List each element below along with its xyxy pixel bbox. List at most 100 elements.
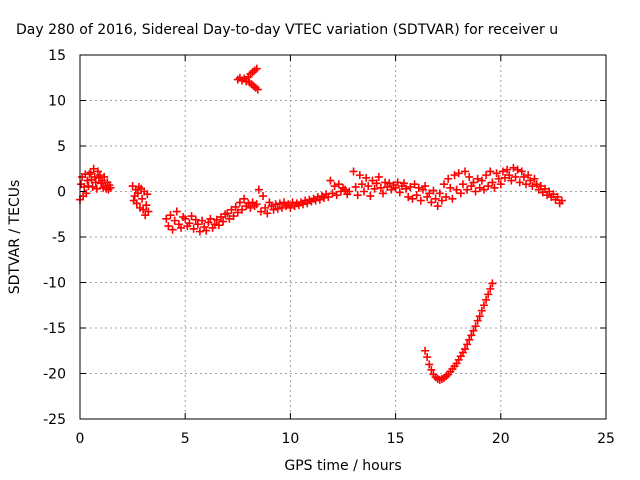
data-point (106, 183, 115, 192)
data-point (425, 360, 434, 369)
data-point (85, 170, 94, 179)
data-point (446, 183, 455, 192)
data-point (210, 220, 219, 229)
data-point (421, 346, 430, 355)
data-point (254, 185, 263, 194)
data-point (170, 216, 179, 225)
data-point (240, 194, 249, 203)
data-point (515, 178, 524, 187)
data-point (473, 174, 482, 183)
data-point (277, 203, 286, 212)
data-point (259, 192, 268, 201)
data-point (143, 190, 152, 199)
data-point (172, 207, 181, 216)
data-point (212, 215, 221, 224)
data-point (553, 192, 562, 201)
data-point (427, 365, 436, 374)
data-point (431, 194, 440, 203)
data-point (475, 312, 484, 321)
data-point (517, 167, 526, 176)
data-point (142, 201, 151, 210)
data-point (374, 172, 383, 181)
data-point (349, 167, 358, 176)
data-point (433, 202, 442, 211)
data-point (162, 214, 171, 223)
data-point (144, 207, 153, 216)
data-point (219, 217, 228, 226)
data-point (368, 176, 377, 185)
data-point (519, 172, 528, 181)
data-point (229, 212, 238, 221)
data-point (475, 183, 484, 192)
data-point (252, 200, 261, 209)
data-point (181, 214, 190, 223)
data-point (439, 180, 448, 189)
data-point (532, 180, 541, 189)
data-point (256, 207, 265, 216)
data-point (416, 196, 425, 205)
data-point (334, 180, 343, 189)
data-point (488, 279, 497, 288)
data-point (488, 178, 497, 187)
data-point (166, 211, 175, 220)
data-point (448, 194, 457, 203)
data-point (423, 353, 432, 362)
data-point (429, 186, 438, 195)
axis-ticks: 0 5 10 15 20 25 -25 -20 -15 -10 -5 0 5 10 15 (43, 48, 615, 447)
data-point (484, 182, 493, 191)
data-point (271, 200, 280, 209)
data-point (100, 172, 109, 181)
data-point (326, 176, 335, 185)
x-axis-title: GPS time / hours (284, 458, 401, 474)
data-point (362, 173, 371, 182)
data-point (216, 212, 225, 221)
data-point (528, 182, 537, 191)
data-point (400, 179, 409, 188)
data-point (193, 220, 202, 229)
data-point (164, 222, 173, 231)
data-point (273, 204, 282, 213)
data-point (231, 202, 240, 211)
data-point (522, 180, 531, 189)
x-tick-label: 10 (281, 431, 299, 447)
data-point (364, 182, 373, 191)
x-tick-label: 15 (387, 431, 405, 447)
data-point (395, 188, 404, 197)
data-point (189, 224, 198, 233)
data-point (133, 189, 142, 198)
data-point (461, 167, 470, 176)
plot-frame (79, 54, 607, 420)
data-point (269, 205, 278, 214)
data-point (435, 189, 444, 198)
data-point (545, 187, 554, 196)
data-point (408, 194, 417, 203)
data-point (486, 284, 495, 293)
data-point (473, 316, 482, 325)
data-point (442, 192, 451, 201)
data-point (92, 184, 101, 193)
data-point (530, 174, 539, 183)
data-point (168, 225, 177, 234)
data-point (501, 173, 510, 182)
data-point (484, 290, 493, 299)
data-point (233, 208, 242, 217)
data-point (84, 182, 93, 191)
data-point (540, 184, 549, 193)
data-point (95, 171, 104, 180)
data-point (246, 203, 255, 212)
data-point (498, 167, 507, 176)
data-point (91, 178, 100, 187)
data-point (486, 167, 495, 176)
x-tick-label: 25 (597, 431, 615, 447)
data-point (235, 198, 244, 207)
x-tick-label: 5 (181, 431, 190, 447)
data-point (465, 172, 474, 181)
grid-lines (80, 55, 606, 419)
x-tick-label: 0 (76, 431, 85, 447)
y-tick-label: -25 (43, 412, 66, 428)
data-point (370, 184, 379, 193)
data-point (458, 180, 467, 189)
data-point (225, 214, 234, 223)
data-point (138, 194, 147, 203)
